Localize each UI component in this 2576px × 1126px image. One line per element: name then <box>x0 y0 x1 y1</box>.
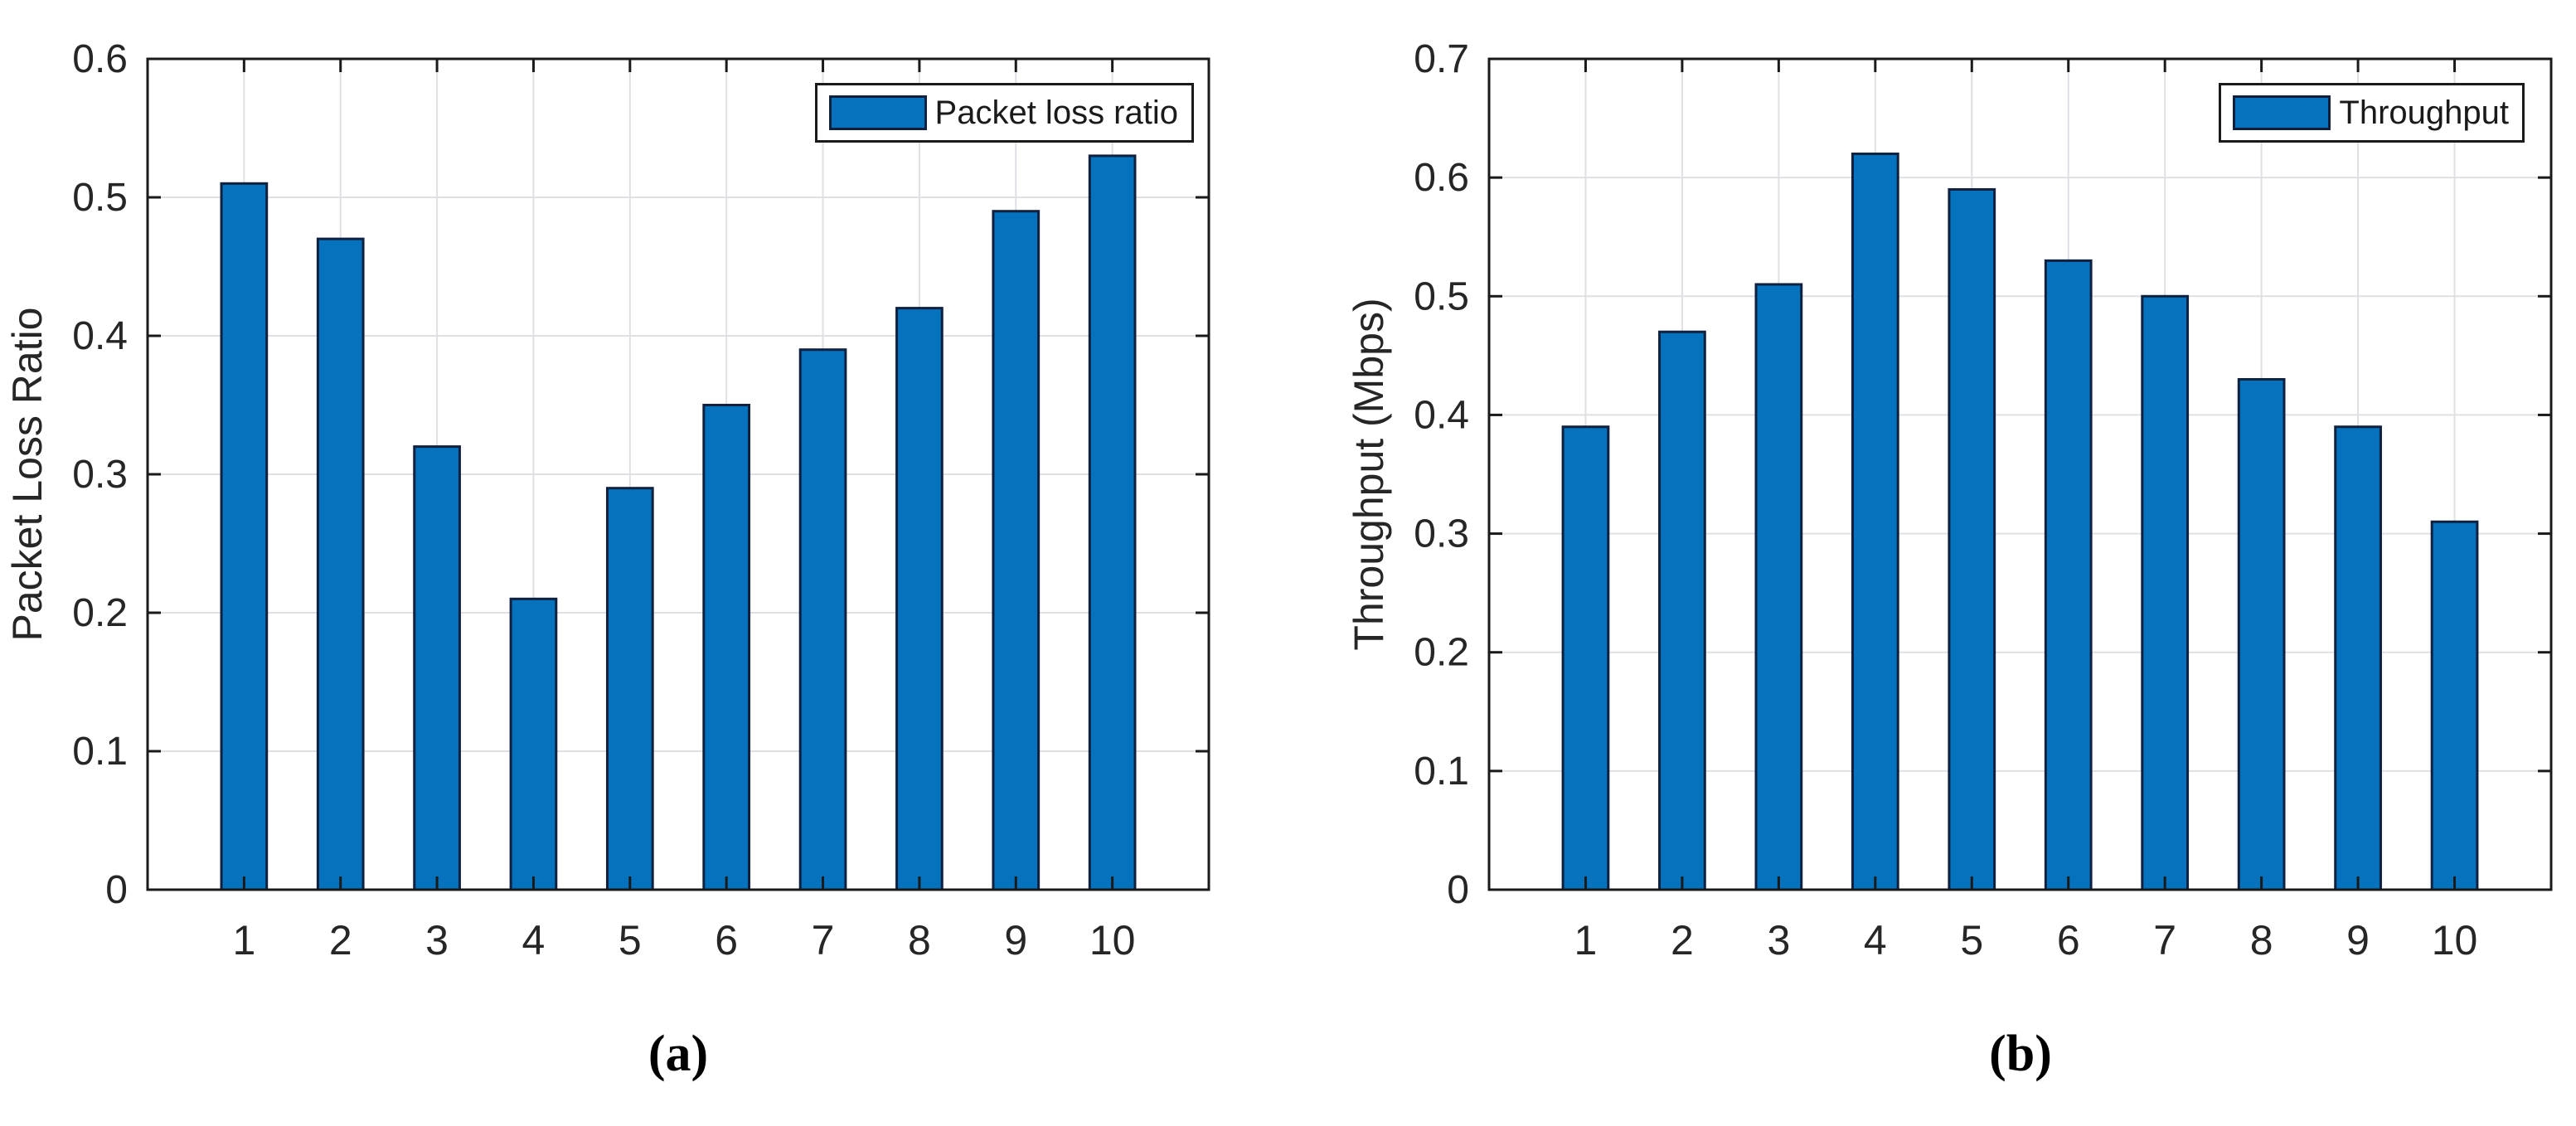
y-tick-label: 0.6 <box>72 37 128 81</box>
x-tick-label: 9 <box>1004 917 1027 963</box>
bar <box>992 210 1041 891</box>
legend-packet-loss-ratio: Packet loss ratio <box>814 83 1194 143</box>
y-tick-label: 0.1 <box>1414 750 1469 794</box>
x-tick-label: 1 <box>1574 917 1598 963</box>
bar <box>1658 330 1706 891</box>
y-tick-label: 0.5 <box>72 176 128 220</box>
bar <box>2141 294 2190 891</box>
x-tick-label: 5 <box>1960 917 1983 963</box>
x-tick-label: 3 <box>1767 917 1790 963</box>
x-tick-label: 10 <box>1089 917 1136 963</box>
bar <box>1088 154 1137 891</box>
bar <box>605 487 654 891</box>
x-tick-label: 5 <box>619 917 642 963</box>
legend-swatch-blue <box>2233 95 2331 130</box>
x-tick-label: 7 <box>812 917 835 963</box>
y-tick-label: 0.4 <box>72 314 128 358</box>
legend-swatch-blue <box>828 95 927 130</box>
y-tick-label: 0 <box>105 868 128 912</box>
bar <box>220 182 269 891</box>
bar-chart-packet-loss-ratio: 0 0.1 0.2 0.3 0.4 0.5 0.6 1 2 3 4 5 6 7 8 9 10 Packet Los… <box>4 37 1210 963</box>
y-tick-label: 0.3 <box>1414 512 1469 556</box>
bar <box>316 237 365 891</box>
y-axis-label: Throughput (Mbps) <box>1346 298 1392 650</box>
y-axis-label: Packet Loss Ratio <box>4 308 51 642</box>
y-tick-label: 0.5 <box>1414 274 1469 318</box>
y-tick-label: 0.6 <box>1414 156 1469 200</box>
caption-b: (b) <box>1989 1026 2052 1082</box>
x-tick-label: 9 <box>2346 917 2370 963</box>
axes-box <box>1487 57 2553 891</box>
y-tick-label: 0.7 <box>1414 37 1469 81</box>
x-tick-label: 2 <box>1671 917 1694 963</box>
bar <box>1851 153 1899 891</box>
legend-throughput: Throughput <box>2219 83 2525 143</box>
bar <box>1754 283 1803 891</box>
bar <box>702 404 751 891</box>
x-tick-label: 4 <box>1864 917 1887 963</box>
bar <box>2430 520 2479 891</box>
bar <box>2237 377 2286 891</box>
bar <box>1561 425 1610 891</box>
x-tick-label: 3 <box>425 917 449 963</box>
bar <box>895 307 944 891</box>
y-tick-label: 0.2 <box>1414 631 1469 675</box>
y-tick-label: 0.3 <box>72 453 128 497</box>
x-tick-label: 2 <box>329 917 352 963</box>
caption-a: (a) <box>648 1026 709 1082</box>
y-tick-label: 0.1 <box>72 730 128 774</box>
x-tick-label: 8 <box>2250 917 2273 963</box>
bar <box>2044 259 2093 891</box>
x-tick-label: 1 <box>232 917 255 963</box>
x-tick-label: 6 <box>715 917 738 963</box>
legend-label: Throughput <box>2339 95 2509 131</box>
y-tick-label: 0 <box>1447 868 1469 912</box>
x-tick-label: 8 <box>908 917 931 963</box>
bar <box>798 348 847 891</box>
bar <box>509 597 558 891</box>
legend-label: Packet loss ratio <box>934 95 1178 131</box>
bar <box>413 445 461 891</box>
y-tick-label: 0.2 <box>72 591 128 635</box>
x-tick-label: 7 <box>2153 917 2176 963</box>
bar <box>1948 187 1996 891</box>
bar <box>2334 425 2382 891</box>
x-tick-label: 4 <box>522 917 546 963</box>
x-tick-label: 6 <box>2057 917 2080 963</box>
bar-chart-throughput: 0 0.1 0.2 0.3 0.4 0.5 0.6 0.7 1 2 3 4 5 6 7 8 9 10 Through… <box>1346 37 2553 963</box>
y-tick-label: 0.4 <box>1414 393 1469 437</box>
x-tick-label: 10 <box>2432 917 2478 963</box>
